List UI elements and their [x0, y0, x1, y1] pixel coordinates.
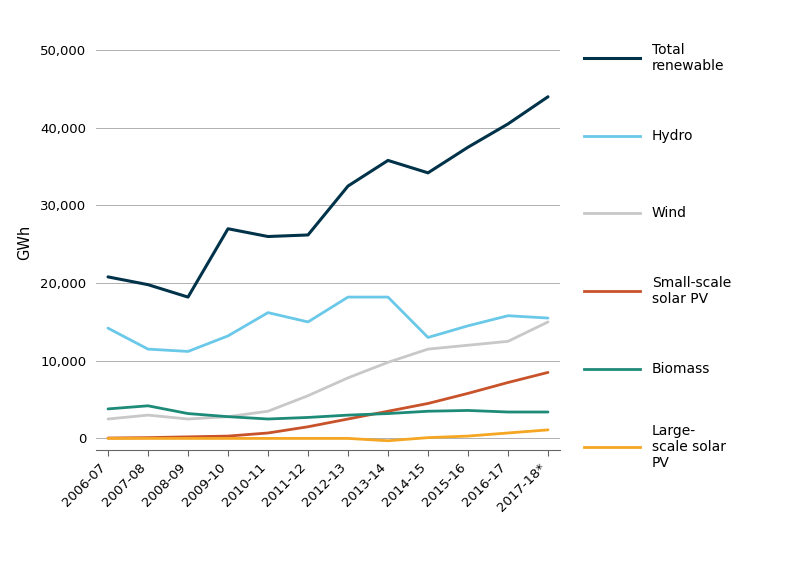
Y-axis label: GWh: GWh [17, 224, 32, 260]
Text: Small-scale
solar PV: Small-scale solar PV [652, 276, 731, 306]
Text: Large-
scale solar
PV: Large- scale solar PV [652, 424, 726, 470]
Text: Hydro: Hydro [652, 129, 694, 143]
Text: Total
renewable: Total renewable [652, 43, 725, 73]
Text: Biomass: Biomass [652, 362, 710, 376]
Text: Wind: Wind [652, 207, 687, 220]
